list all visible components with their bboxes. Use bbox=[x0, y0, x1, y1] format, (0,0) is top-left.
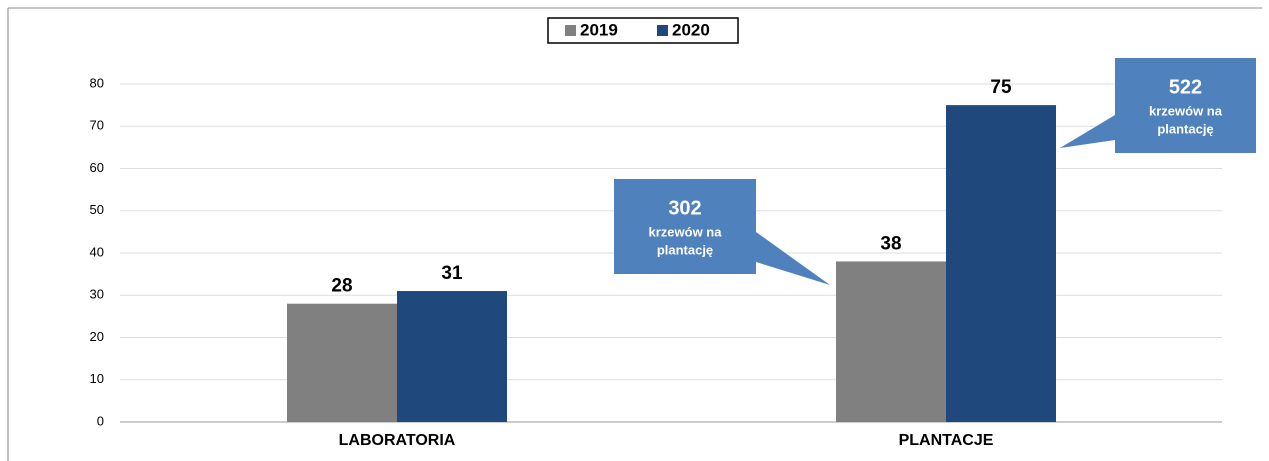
y-tick-label: 60 bbox=[90, 160, 104, 175]
callout-box bbox=[1115, 58, 1256, 153]
legend-swatch bbox=[565, 25, 576, 36]
callout-text: plantację bbox=[657, 242, 713, 257]
y-tick-label: 30 bbox=[90, 287, 104, 302]
y-tick-label: 40 bbox=[90, 244, 104, 259]
callout-text: krzewów na bbox=[649, 224, 723, 239]
y-tick-label: 10 bbox=[90, 371, 104, 386]
y-tick-label: 80 bbox=[90, 75, 104, 90]
value-label: 38 bbox=[880, 233, 901, 254]
callout-text: plantację bbox=[1157, 121, 1213, 136]
callout-number: 522 bbox=[1169, 76, 1202, 98]
legend-box bbox=[547, 17, 739, 44]
y-tick-label: 0 bbox=[97, 413, 104, 428]
callout-box bbox=[614, 179, 756, 274]
callout-number: 302 bbox=[668, 197, 701, 219]
bar bbox=[836, 261, 946, 422]
bar bbox=[946, 105, 1056, 422]
value-label: 31 bbox=[441, 263, 463, 284]
y-tick-label: 70 bbox=[90, 118, 104, 133]
callout-text: krzewów na bbox=[1149, 103, 1223, 118]
legend-label: 2020 bbox=[672, 20, 710, 39]
y-tick-label: 20 bbox=[90, 329, 104, 344]
callout-pointer bbox=[1060, 115, 1115, 148]
legend-swatch bbox=[657, 25, 668, 36]
x-tick-label: PLANTACJE bbox=[899, 432, 994, 449]
callout-pointer bbox=[756, 232, 830, 285]
bar bbox=[397, 291, 507, 422]
value-label: 75 bbox=[990, 77, 1012, 98]
x-tick-label: LABORATORIA bbox=[339, 432, 456, 449]
value-label: 28 bbox=[331, 276, 352, 297]
legend-label: 2019 bbox=[580, 20, 618, 39]
bar bbox=[287, 303, 397, 422]
y-tick-label: 50 bbox=[90, 202, 104, 217]
